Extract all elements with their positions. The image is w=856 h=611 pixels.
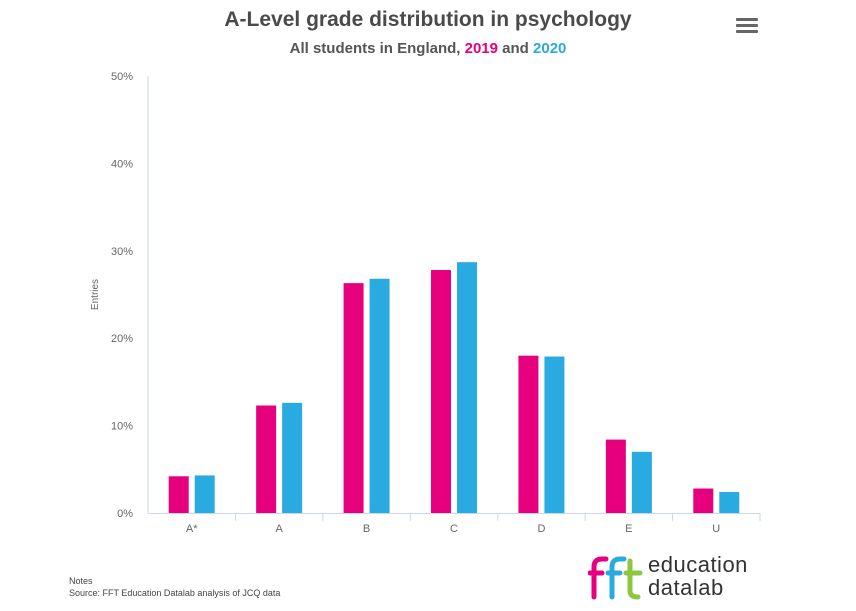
bar-2020-u bbox=[719, 492, 740, 513]
bar-2019-c bbox=[431, 270, 451, 513]
y-tick-label: 50% bbox=[111, 71, 133, 83]
bar-chart: 0% 10% 20% 30% 40% 50% Entries A* A B C D E U bbox=[90, 71, 761, 535]
x-tick-label: A bbox=[275, 523, 283, 535]
bar-2019-a bbox=[256, 405, 277, 513]
bar-2019-d bbox=[518, 355, 539, 513]
x-tick-label: B bbox=[363, 523, 370, 535]
y-tick-label: 40% bbox=[111, 158, 133, 170]
bar-2020-b bbox=[369, 278, 390, 513]
logo-line-education: education bbox=[648, 552, 748, 577]
bar-2019-e bbox=[605, 439, 626, 513]
hamburger-menu-icon[interactable] bbox=[736, 16, 758, 36]
bar-2020-e bbox=[631, 451, 652, 513]
fft-education-datalab-logo: education datalab bbox=[587, 553, 778, 603]
y-tick-label: 30% bbox=[111, 246, 133, 258]
y-tick-label: 10% bbox=[111, 421, 133, 433]
subtitle-and: and bbox=[502, 40, 529, 57]
y-axis-title: Entries bbox=[90, 279, 101, 310]
bar-2020-a-star bbox=[194, 475, 215, 513]
chart-title: A-Level grade distribution in psychology bbox=[224, 8, 632, 31]
x-tick-label: E bbox=[625, 523, 632, 535]
logo-wordmark: education datalab bbox=[648, 553, 748, 599]
subtitle-prefix: All students in England, bbox=[289, 40, 461, 57]
y-tick-label: 0% bbox=[117, 508, 133, 520]
subtitle-year-2019: 2019 bbox=[464, 40, 498, 57]
bar-2019-b bbox=[343, 283, 364, 513]
chart-notes: Notes Source: FFT Education Datalab anal… bbox=[69, 575, 280, 599]
bar-2020-a bbox=[282, 402, 303, 513]
x-tick-label: C bbox=[450, 523, 458, 535]
notes-label: Notes bbox=[69, 576, 93, 586]
bar-2020-d bbox=[544, 356, 565, 513]
subtitle-year-2020: 2020 bbox=[533, 40, 567, 57]
y-tick-label: 20% bbox=[111, 333, 133, 345]
bar-2019-a-star bbox=[168, 476, 189, 513]
fft-logo-icon bbox=[587, 556, 643, 600]
logo-line-datalab: datalab bbox=[648, 575, 724, 600]
x-tick-label: D bbox=[537, 523, 545, 535]
chart-subtitle: All students in England, 2019 and 2020 bbox=[0, 40, 856, 57]
bar-2020-c bbox=[457, 262, 477, 513]
x-tick-label: A* bbox=[186, 523, 198, 535]
notes-source: Source: FFT Education Datalab analysis o… bbox=[69, 588, 281, 598]
x-tick-label: U bbox=[712, 523, 720, 535]
bar-2019-u bbox=[693, 488, 714, 513]
